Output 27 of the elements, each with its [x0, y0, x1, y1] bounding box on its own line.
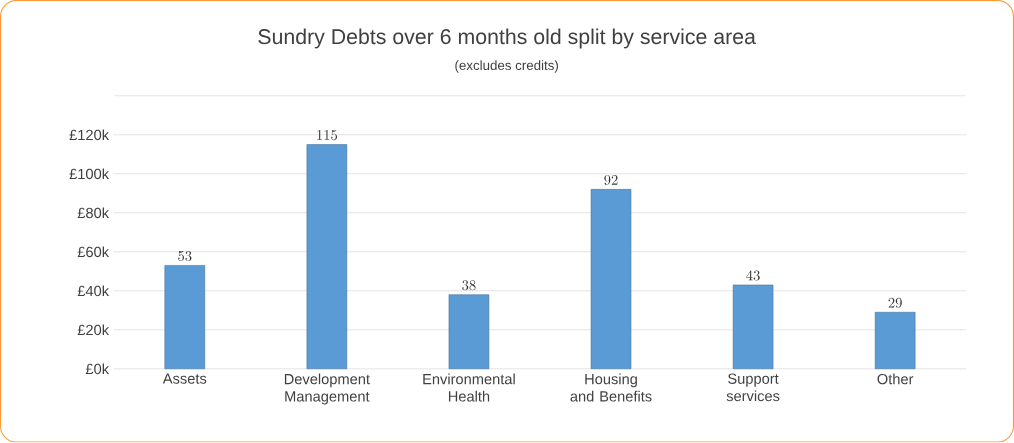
x-tick-label: Support services [726, 373, 780, 402]
data-label: 29 [888, 298, 902, 309]
bar [306, 144, 348, 370]
y-tick-label: £40k [77, 285, 110, 297]
y-tick-label: £0k [85, 363, 110, 375]
y-tick-label: £60k [77, 246, 110, 258]
x-tick-label: Environmental Health [423, 373, 515, 402]
x-tick-label: Development Management [284, 373, 370, 405]
chart-title: Sundry Debts over 6 months old split by service area [258, 28, 756, 49]
x-tick-label: Assets [162, 373, 207, 384]
data-label: 38 [462, 280, 476, 291]
y-tick-label: £80k [77, 207, 110, 219]
data-label: 92 [604, 175, 618, 186]
y-tick-label: £120k [69, 129, 110, 141]
bar [874, 312, 916, 370]
x-tick-label: Housing and Benefits [570, 373, 652, 402]
data-label: 115 [317, 130, 338, 141]
y-tick-label: £20k [77, 324, 110, 336]
data-label: 43 [746, 270, 760, 281]
bar [732, 284, 774, 370]
bar [590, 189, 632, 370]
data-label: 53 [178, 251, 192, 262]
y-tick-label: £100k [69, 168, 110, 180]
bar [448, 294, 490, 370]
bar [164, 265, 206, 370]
x-tick-label: Other [877, 373, 914, 385]
chart-subtitle: (excludes credits) [455, 60, 558, 73]
